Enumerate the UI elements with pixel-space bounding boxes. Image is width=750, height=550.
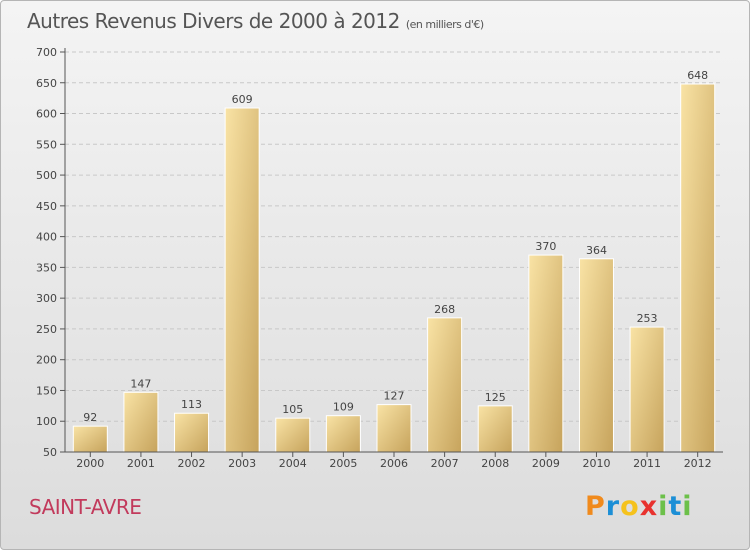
bar xyxy=(528,254,564,453)
x-tick-label: 2001 xyxy=(127,457,155,470)
y-tick-label: 250 xyxy=(36,323,57,336)
bar-value-label: 113 xyxy=(181,398,202,411)
place-name: SAINT-AVRE xyxy=(29,495,142,519)
chart-title-text: Autres Revenus Divers de 2000 à 2012 xyxy=(27,9,400,33)
bar-value-label: 109 xyxy=(333,401,354,414)
y-tick-label: 50 xyxy=(43,446,57,459)
y-tick-label: 300 xyxy=(36,292,57,305)
y-tick-label: 700 xyxy=(36,46,57,59)
bar xyxy=(629,326,665,453)
x-tick-label: 2010 xyxy=(582,457,610,470)
grid-lines xyxy=(65,51,723,422)
bar xyxy=(275,417,311,453)
y-tick-label: 550 xyxy=(36,138,57,151)
logo-letter: x xyxy=(639,491,659,522)
x-tick-label: 2012 xyxy=(684,457,712,470)
axes: 50 100 150 200 250 300 350 400 450 500 550 600 650 70… xyxy=(36,46,723,470)
x-tick-label: 2011 xyxy=(633,457,661,470)
y-tick-label: 400 xyxy=(36,231,57,244)
bar xyxy=(123,391,159,453)
x-tick-label: 2006 xyxy=(380,457,408,470)
bar xyxy=(325,415,361,453)
logo-letter: t xyxy=(668,491,683,522)
bar xyxy=(578,258,614,453)
x-tick-label: 2000 xyxy=(76,457,104,470)
bar xyxy=(376,404,412,453)
bar-value-label: 370 xyxy=(535,240,556,253)
x-tick-label: 2003 xyxy=(228,457,256,470)
x-tick-label: 2009 xyxy=(532,457,560,470)
y-tick-label: 600 xyxy=(36,108,57,121)
bar-value-label: 147 xyxy=(130,377,151,390)
bar-value-label: 364 xyxy=(586,244,607,257)
bar-value-label: 609 xyxy=(232,93,253,106)
bar xyxy=(174,412,210,453)
chart-title: Autres Revenus Divers de 2000 à 2012 (en … xyxy=(27,9,484,33)
proxiti-logo[interactable]: Proxiti xyxy=(585,491,693,522)
bar xyxy=(224,107,260,453)
y-tick-label: 100 xyxy=(36,415,57,428)
bar-value-label: 92 xyxy=(83,411,97,424)
bar-value-label: 253 xyxy=(637,312,658,325)
logo-letter: r xyxy=(605,491,621,522)
y-tick-label: 150 xyxy=(36,384,57,397)
logo-letter: o xyxy=(620,491,640,522)
y-tick-label: 350 xyxy=(36,261,57,274)
x-tick-label: 2008 xyxy=(481,457,509,470)
bar xyxy=(427,317,463,453)
bars: 92 147 113 609 105 109 127 268 125 370 364 253 648 xyxy=(72,69,716,453)
bar xyxy=(680,83,716,453)
bar-value-label: 125 xyxy=(485,391,506,404)
y-tick-label: 450 xyxy=(36,200,57,213)
y-tick-label: 500 xyxy=(36,169,57,182)
logo-letter: i xyxy=(658,491,669,522)
x-tick-label: 2002 xyxy=(178,457,206,470)
bar-value-label: 127 xyxy=(384,390,405,403)
y-tick-label: 650 xyxy=(36,77,57,90)
chart-subtitle: (en milliers d'€) xyxy=(405,18,484,31)
bar-value-label: 105 xyxy=(282,403,303,416)
bar-value-label: 648 xyxy=(687,69,708,82)
y-tick-label: 200 xyxy=(36,354,57,367)
logo-letter: P xyxy=(585,491,606,522)
x-tick-label: 2004 xyxy=(279,457,307,470)
x-tick-label: 2007 xyxy=(431,457,459,470)
bar xyxy=(72,425,108,453)
bar-value-label: 268 xyxy=(434,303,455,316)
x-tick-label: 2005 xyxy=(329,457,357,470)
logo-letter: i xyxy=(682,491,693,522)
bar xyxy=(477,405,513,453)
